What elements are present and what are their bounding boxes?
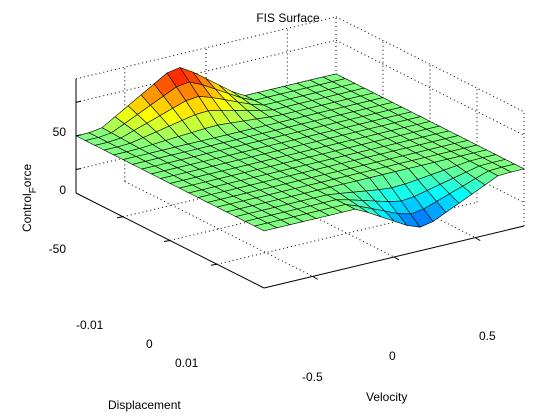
y-tick-label: -0.01 [76,318,104,332]
z-tick-label: -50 [49,242,67,256]
axis-lines [75,78,525,289]
z-axis-label-sub: F [28,187,39,193]
z-axis-label-main: Control [20,193,34,232]
x-axis-label: Velocity [366,390,407,404]
surface-patch [253,222,278,232]
z-tick-label: 50 [53,125,67,139]
z-tick [75,134,82,137]
y-axis-label: Displacement [108,398,181,412]
x-tick [312,275,319,280]
surface-mesh [75,66,525,232]
y-tick [210,263,218,266]
grid-line [169,178,431,241]
grid-line [75,39,337,103]
z-axis-label-tail: orce [20,164,34,188]
box-edge [75,16,337,80]
grid-line [122,154,384,218]
grid-line [75,107,337,170]
y-tick [163,240,171,242]
z-axis-label: ControlForce [20,164,39,232]
y-tick [116,216,124,219]
y-tick-label: 0 [146,337,153,351]
grid-line [216,201,478,265]
z-tick-label: 0 [59,183,66,197]
x-tick-label: 0 [389,349,396,363]
x-tick [393,256,400,261]
svg-text:ControlForce: ControlForce [20,164,39,232]
chart-title: FIS Surface [256,11,320,25]
z-tick [75,100,82,103]
x-tick-label: 0.5 [479,329,496,343]
z-tick [75,167,82,170]
x-tick [474,237,481,242]
y-tick-label: 0.01 [175,356,199,370]
axes-box [75,16,525,226]
x-tick-label: -0.5 [302,370,323,384]
